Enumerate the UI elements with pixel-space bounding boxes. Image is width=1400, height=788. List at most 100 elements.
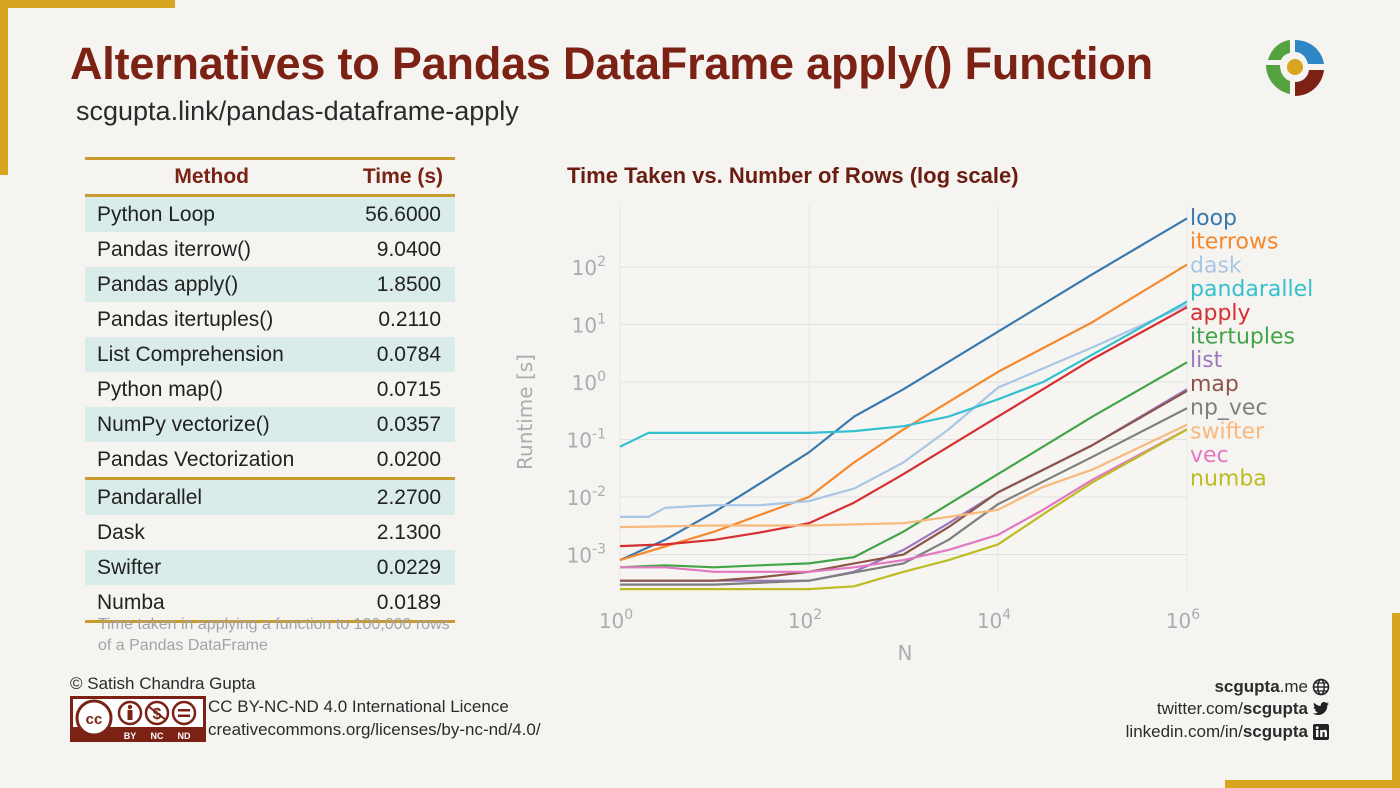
x-axis-label: N — [898, 641, 913, 665]
cc-nd-label: ND — [178, 731, 191, 741]
method-cell: Python map() — [97, 377, 224, 401]
legend-item-np-vec: np_vec — [1190, 396, 1268, 421]
time-cell: 0.0200 — [376, 447, 441, 471]
plot-area — [620, 205, 1187, 592]
twitter-handle: scgupta — [1242, 699, 1308, 718]
website-link[interactable]: scgupta .me — [1214, 677, 1330, 697]
method-cell: Swifter — [85, 550, 339, 585]
table-header-row: Method Time (s) — [85, 157, 455, 197]
linkedin-icon — [1313, 724, 1329, 740]
series-line-apply — [619, 306, 1188, 548]
time-cell: 0.0229 — [338, 550, 455, 585]
y-tick-label: 10-2 — [567, 484, 606, 510]
legend-item-list: list — [1190, 348, 1223, 373]
twitter-link[interactable]: twitter.com/scgupta — [1157, 699, 1330, 719]
y-tick-label: 10-1 — [567, 427, 606, 453]
globe-icon — [1312, 678, 1330, 696]
legend-item-apply: apply — [1190, 301, 1251, 326]
series-line-vec — [620, 428, 1188, 573]
x-tick-label: 104 — [977, 607, 1011, 633]
table-row: Dask 2.1300 — [85, 515, 455, 550]
legend-item-vec: vec — [1190, 443, 1229, 468]
chart-title: Time Taken vs. Number of Rows (log scale… — [567, 163, 1019, 188]
corner-accent-bottom-right — [1225, 780, 1400, 788]
method-cell: NumPy vectorize() — [85, 407, 339, 442]
time-cell: 0.0715 — [376, 377, 441, 401]
series-line-itertuples — [619, 361, 1188, 569]
y-tick-label: 101 — [572, 312, 606, 338]
series-line-numba — [620, 428, 1188, 591]
table-row: List Comprehension 0.0784 — [85, 337, 455, 372]
column-header-time: Time (s) — [338, 157, 455, 197]
method-cell: Pandas iterrow() — [97, 237, 252, 261]
time-cell: 2.1300 — [376, 520, 441, 544]
y-tick-label: 100 — [572, 369, 606, 395]
method-cell: Pandas Vectorization — [97, 447, 295, 471]
method-cell: List Comprehension — [85, 337, 339, 372]
legend-item-iterrows: iterrows — [1190, 230, 1278, 255]
table-row: Swifter 0.0229 — [85, 550, 455, 585]
table-row: NumPy vectorize() 0.0357 — [85, 407, 455, 442]
twitter-domain: twitter.com/ — [1156, 699, 1243, 718]
table-row: Numba 0.0189 — [85, 585, 455, 623]
legend-item-swifter: swifter — [1190, 419, 1265, 444]
svg-text:$: $ — [153, 706, 162, 723]
table-row: Pandas iterrow() 9.0400 — [85, 232, 455, 267]
method-cell: Python Loop — [85, 195, 339, 232]
series-line-pandarallel — [619, 300, 1188, 448]
twitter-bird-icon — [1313, 702, 1329, 715]
creative-commons-icon[interactable]: cc $ BY NC ND — [70, 696, 206, 742]
x-tick-label: 100 — [599, 607, 633, 633]
series-line-np-vec — [620, 407, 1188, 586]
legend-item-itertuples: itertuples — [1190, 325, 1295, 350]
linkedin-handle: scgupta — [1242, 722, 1308, 741]
legend-item-map: map — [1190, 372, 1239, 397]
license-url-link[interactable]: creativecommons.org/licenses/by-nc-nd/4.… — [208, 720, 541, 739]
method-cell: Numba — [85, 585, 339, 623]
time-cell: 9.0400 — [376, 237, 441, 261]
license-name: CC BY-NC-ND 4.0 International Licence — [208, 697, 509, 716]
x-tick-label: 106 — [1166, 607, 1200, 633]
website-name: scgupta — [1214, 677, 1280, 696]
linkedin-link[interactable]: linkedin.com/in/scgupta — [1126, 722, 1330, 742]
table-row: Python map() 0.0715 — [85, 372, 455, 407]
corner-accent-bottom-right-vertical — [1392, 613, 1400, 788]
copyright-text: © Satish Chandra Gupta — [70, 674, 256, 693]
table-row: Python Loop 56.6000 — [85, 195, 455, 232]
method-cell: Dask — [97, 520, 145, 544]
series-line-dask — [620, 303, 1188, 519]
svg-text:cc: cc — [86, 711, 103, 728]
table-row: Pandarallel 2.2700 — [85, 477, 455, 515]
series-line-map — [620, 389, 1188, 582]
legend-item-numba: numba — [1190, 467, 1267, 492]
method-cell: Pandarallel — [85, 477, 339, 515]
x-tick-label: 102 — [788, 607, 822, 633]
column-header-method: Method — [85, 157, 339, 197]
y-tick-label: 102 — [572, 254, 606, 280]
table-row: Pandas itertuples() 0.2110 — [85, 302, 455, 337]
time-cell: 0.0357 — [338, 407, 455, 442]
y-tick-label: 10-3 — [567, 542, 606, 568]
legend-item-loop: loop — [1190, 206, 1237, 231]
cc-nc-label: NC — [151, 731, 164, 741]
method-time-table: Method Time (s) Python Loop 56.6000 Panda… — [85, 157, 455, 623]
y-axis-label: Runtime [s] — [513, 354, 537, 470]
linkedin-domain: linkedin.com/in/ — [1125, 722, 1243, 741]
table-row: Pandas Vectorization 0.0200 — [85, 442, 455, 479]
page-subtitle-link[interactable]: scgupta.link/pandas-dataframe-apply — [76, 96, 519, 126]
time-cell: 0.2110 — [378, 307, 441, 331]
website-tld: .me — [1279, 677, 1308, 696]
logo-icon — [1266, 40, 1324, 96]
cc-by-label: BY — [124, 731, 137, 741]
time-cell: 0.0784 — [338, 337, 455, 372]
time-cell: 2.2700 — [338, 477, 455, 515]
time-cell: 56.6000 — [338, 195, 455, 232]
series-line-swifter — [619, 423, 1188, 529]
corner-accent-top-left-vertical — [0, 0, 8, 175]
time-cell: 0.0189 — [338, 585, 455, 623]
method-cell: Pandas itertuples() — [97, 307, 274, 331]
page-title: Alternatives to Pandas DataFrame apply()… — [70, 38, 1153, 89]
table-caption: Time taken in applying a function to 100… — [98, 616, 450, 654]
corner-accent-top-left — [0, 0, 175, 8]
